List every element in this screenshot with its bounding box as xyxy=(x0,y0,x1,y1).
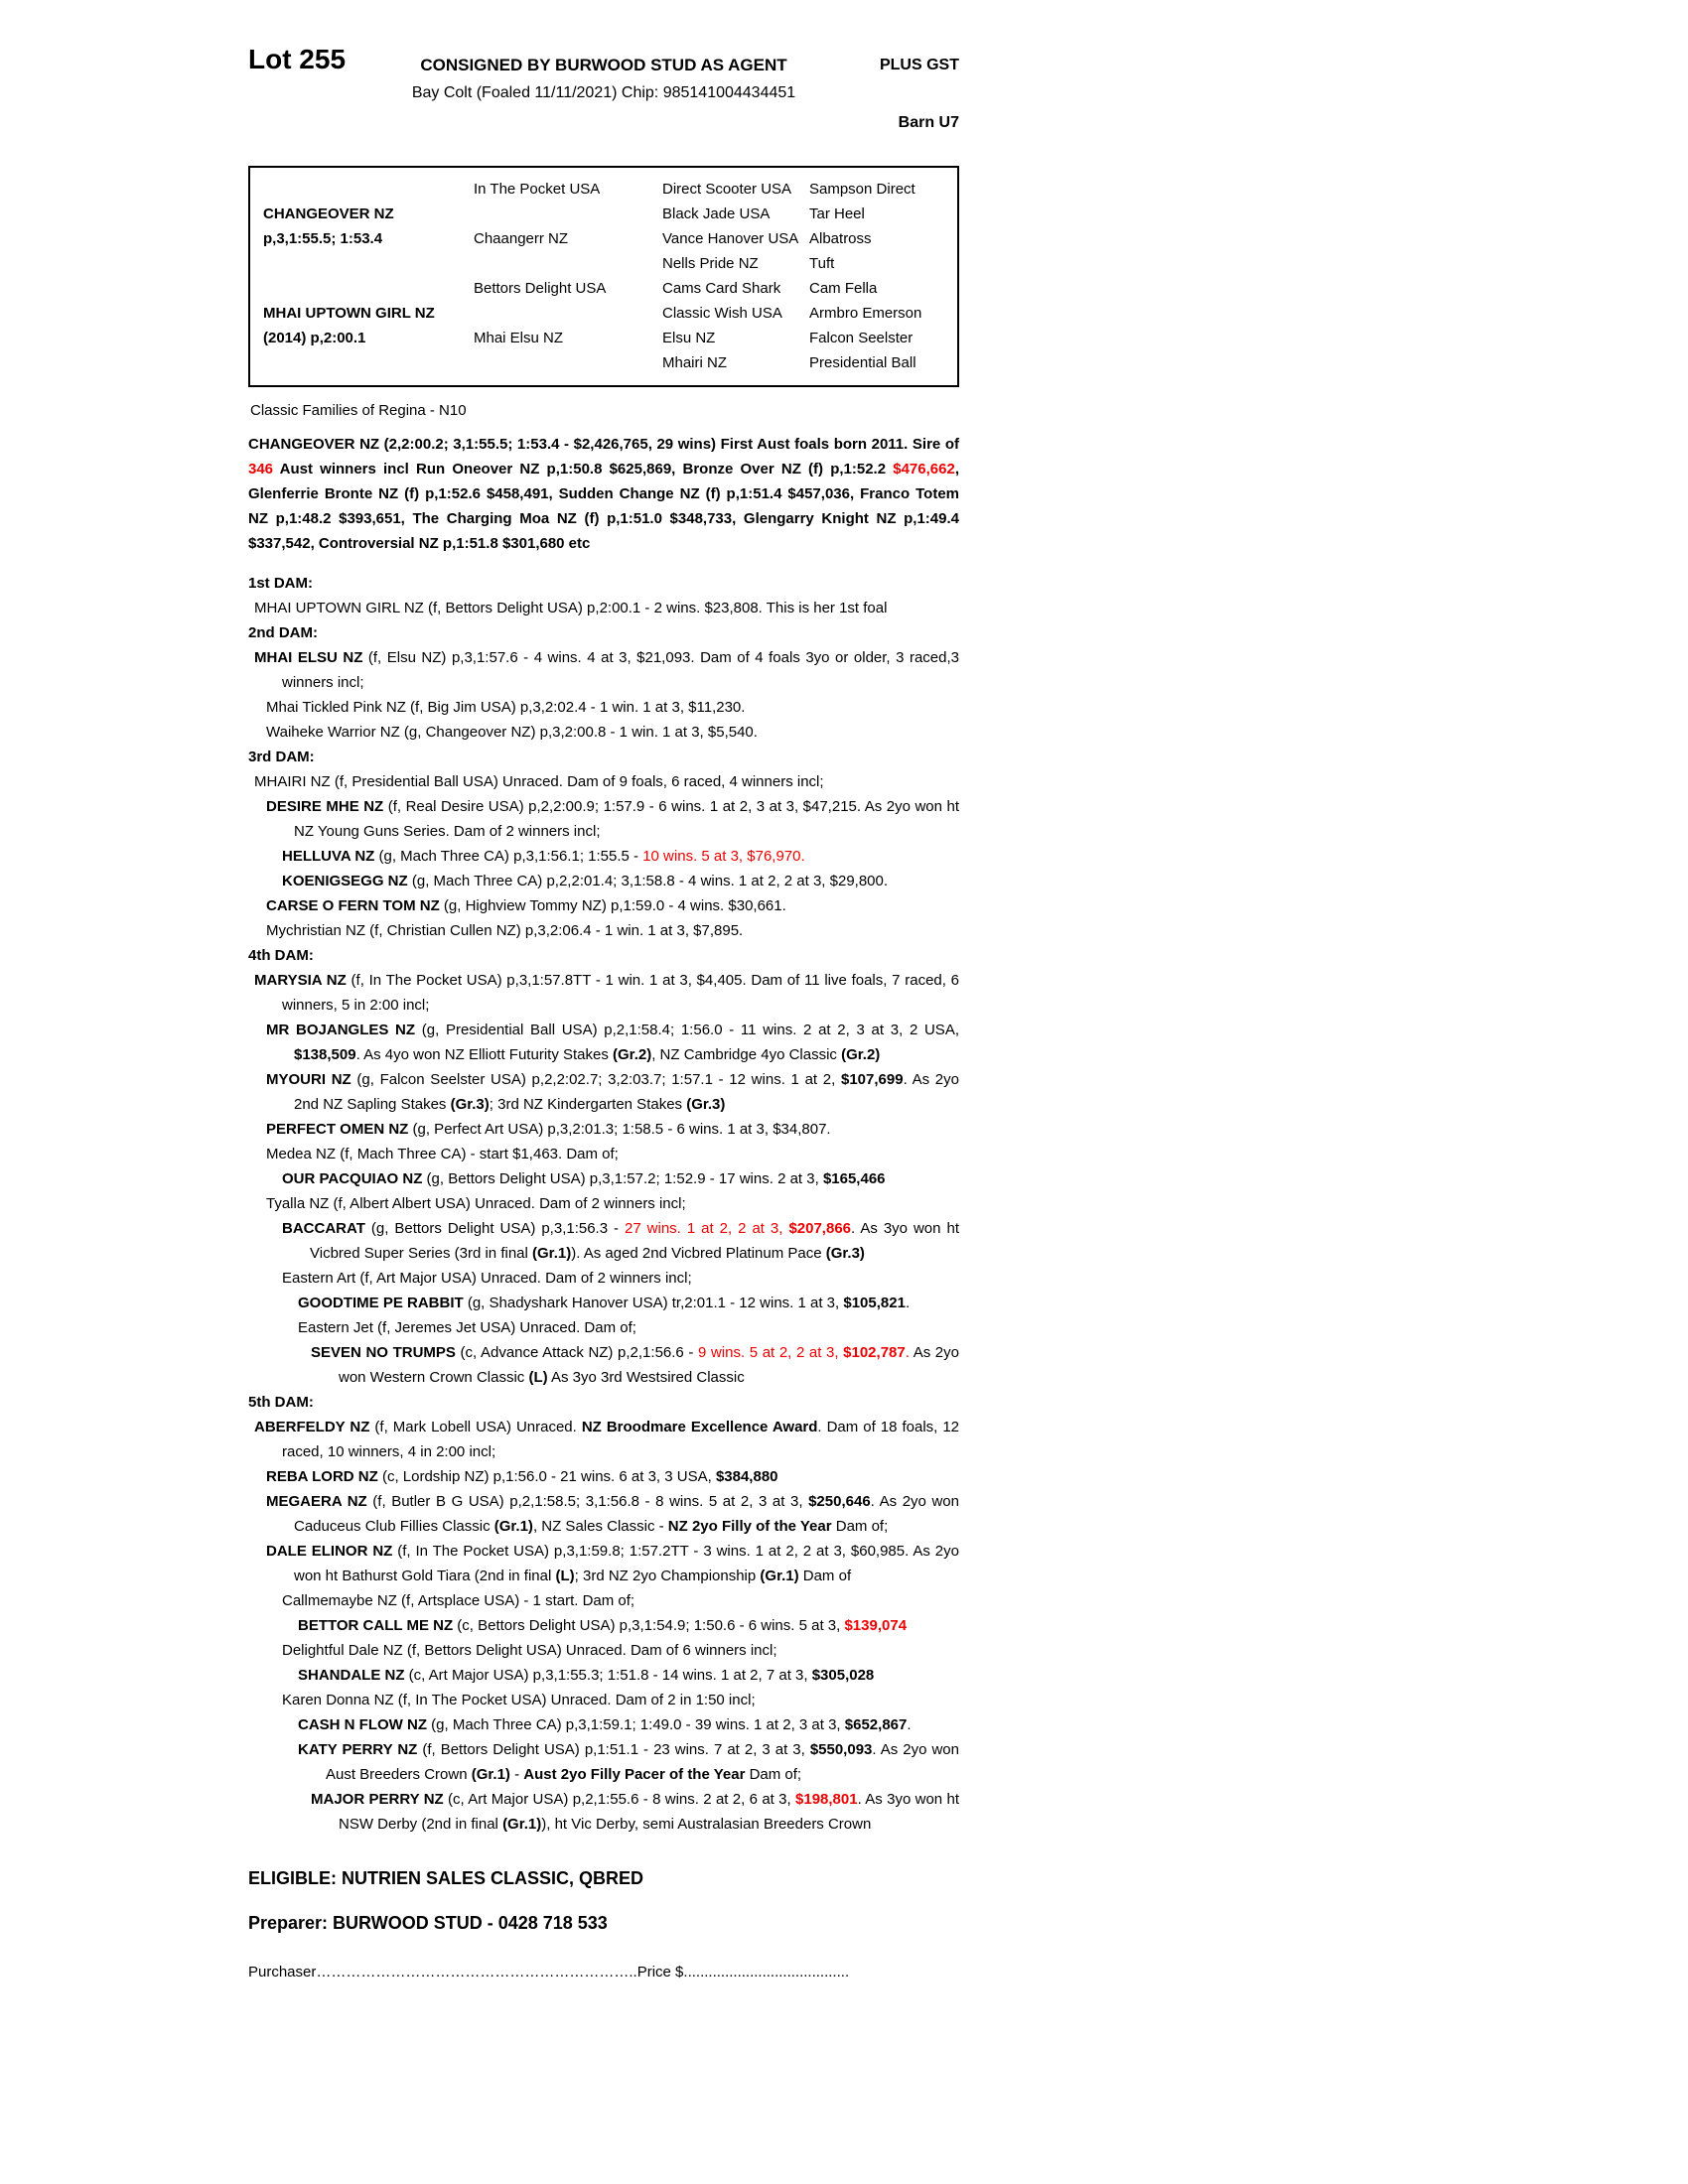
pedigree-entry: MYOURI NZ (g, Falcon Seelster USA) p,2,2… xyxy=(266,1071,959,1113)
pedigree-entry: KOENIGSEGG NZ (g, Mach Three CA) p,2,2:0… xyxy=(282,873,889,889)
pedigree-cell: Classic Wish USA xyxy=(662,305,782,322)
pedigree-entry: PERFECT OMEN NZ (g, Perfect Art USA) p,3… xyxy=(266,1121,831,1138)
dam-heading: 4th DAM: xyxy=(248,947,314,964)
pedigree-entry: MR BOJANGLES NZ (g, Presidential Ball US… xyxy=(266,1022,959,1063)
pedigree-cell: Nells Pride NZ xyxy=(662,255,759,272)
pedigree-cell: Bettors Delight USA xyxy=(474,280,607,297)
page-header: Lot 255 CONSIGNED BY BURWOOD STUD AS AGE… xyxy=(248,45,959,166)
pedigree-cell: MHAI UPTOWN GIRL NZ xyxy=(263,305,435,322)
pedigree-entry: Eastern Art (f, Art Major USA) Unraced. … xyxy=(282,1270,692,1287)
dam-heading: 5th DAM: xyxy=(248,1394,314,1411)
pedigree-entry: Callmemaybe NZ (f, Artsplace USA) - 1 st… xyxy=(282,1592,635,1609)
pedigree-entry: Waiheke Warrior NZ (g, Changeover NZ) p,… xyxy=(266,724,758,741)
eligibility-line: ELIGIBLE: NUTRIEN SALES CLASSIC, QBRED xyxy=(248,1868,644,1888)
pedigree-entry: REBA LORD NZ (c, Lordship NZ) p,1:56.0 -… xyxy=(266,1468,778,1485)
purchaser-dotted-line: ……………………………………………………….. xyxy=(316,1964,637,1980)
pedigree-entry: OUR PACQUIAO NZ (g, Bettors Delight USA)… xyxy=(282,1170,886,1187)
pedigree-cell: Sampson Direct xyxy=(809,181,915,198)
pedigree-entry: BACCARAT (g, Bettors Delight USA) p,3,1:… xyxy=(282,1220,959,1262)
pedigree-entry: MHAIRI NZ (f, Presidential Ball USA) Unr… xyxy=(254,773,824,790)
pedigree-entry: HELLUVA NZ (g, Mach Three CA) p,3,1:56.1… xyxy=(282,848,805,865)
pedigree-cell: Cam Fella xyxy=(809,280,878,297)
pedigree-cell: Chaangerr NZ xyxy=(474,230,569,247)
preparer-line: Preparer: BURWOOD STUD - 0428 718 533 xyxy=(248,1913,608,1933)
pedigree-cell: Mhai Elsu NZ xyxy=(474,330,564,346)
pedigree-entry: KATY PERRY NZ (f, Bettors Delight USA) p… xyxy=(298,1741,959,1783)
pedigree-cell: Direct Scooter USA xyxy=(662,181,792,198)
foal-description: Bay Colt (Foaled 11/11/2021) Chip: 98514… xyxy=(411,84,796,101)
pedigree-entry: ABERFELDY NZ (f, Mark Lobell USA) Unrace… xyxy=(254,1419,960,1460)
pedigree-entry: DALE ELINOR NZ (f, In The Pocket USA) p,… xyxy=(266,1543,959,1584)
purchaser-line: Purchaser………………………………………………………..Price $.… xyxy=(248,1960,959,1984)
pedigree-cell: Tar Heel xyxy=(809,205,865,222)
pedigree-cell: Presidential Ball xyxy=(809,354,916,371)
pedigree-entry: Medea NZ (f, Mach Three CA) - start $1,4… xyxy=(266,1146,619,1162)
pedigree-entry: GOODTIME PE RABBIT (g, Shadyshark Hanove… xyxy=(298,1295,911,1311)
pedigree-entry: CASH N FLOW NZ (g, Mach Three CA) p,3,1:… xyxy=(298,1716,912,1733)
pedigree-cell: Mhairi NZ xyxy=(662,354,728,371)
pedigree-cell: Cams Card Shark xyxy=(662,280,781,297)
pedigree-cell: Elsu NZ xyxy=(662,330,716,346)
pedigree-entry: Mhai Tickled Pink NZ (f, Big Jim USA) p,… xyxy=(266,699,746,716)
pedigree-entry: Tyalla NZ (f, Albert Albert USA) Unraced… xyxy=(266,1195,686,1212)
pedigree-table: CHANGEOVER NZ p,3,1:55.5; 1:53.4 MHAI UPTO… xyxy=(248,166,959,387)
price-dotted-line: ........................................ xyxy=(683,1964,850,1980)
page-content: Lot 255 CONSIGNED BY BURWOOD STUD AS AGE… xyxy=(248,45,959,1984)
pedigree-cell: (2014) p,2:00.1 xyxy=(263,330,366,346)
pedigree-cell: p,3,1:55.5; 1:53.4 xyxy=(263,230,383,247)
sire-summary: CHANGEOVER NZ (2,2:00.2; 3,1:55.5; 1:53.… xyxy=(248,436,959,552)
barn-number: Barn U7 xyxy=(898,114,959,131)
pedigree-entry: Mychristian NZ (f, Christian Cullen NZ) … xyxy=(266,922,744,939)
price-label: Price $ xyxy=(636,1964,684,1980)
pedigree-cell: Falcon Seelster xyxy=(809,330,914,346)
pedigree-cell: CHANGEOVER NZ xyxy=(263,205,394,222)
pedigree-cell: Black Jade USA xyxy=(662,205,771,222)
pedigree-entry: Delightful Dale NZ (f, Bettors Delight U… xyxy=(282,1642,777,1659)
dam-heading: 1st DAM: xyxy=(248,575,314,592)
pedigree-cell: In The Pocket USA xyxy=(474,181,601,198)
pedigree-entry: MEGAERA NZ (f, Butler B G USA) p,2,1:58.… xyxy=(266,1493,959,1535)
pedigree-entry: Karen Donna NZ (f, In The Pocket USA) Un… xyxy=(282,1692,756,1708)
pedigree-entry: Eastern Jet (f, Jeremes Jet USA) Unraced… xyxy=(298,1319,636,1336)
pedigree-cell: Albatross xyxy=(809,230,872,247)
pedigree-entry: SHANDALE NZ (c, Art Major USA) p,3,1:55.… xyxy=(298,1667,875,1684)
pedigree-cell: Armbro Emerson xyxy=(809,305,922,322)
pedigree-entry: BETTOR CALL ME NZ (c, Bettors Delight US… xyxy=(298,1617,908,1634)
pedigree-cell: Tuft xyxy=(809,255,835,272)
lot-number: Lot 255 xyxy=(248,44,347,74)
dam-sections: 1st DAM: MHAI UPTOWN GIRL NZ (f, Bettors … xyxy=(248,571,959,1837)
pedigree-entry: DESIRE MHE NZ (f, Real Desire USA) p,2,2… xyxy=(266,798,959,840)
pedigree-entry: SEVEN NO TRUMPS (c, Advance Attack NZ) p… xyxy=(311,1344,959,1386)
gst-note: PLUS GST xyxy=(879,57,959,73)
pedigree-entry: MHAI ELSU NZ (f, Elsu NZ) p,3,1:57.6 - 4… xyxy=(254,649,959,691)
purchaser-label: Purchaser xyxy=(248,1964,317,1980)
pedigree-entry: CARSE O FERN TOM NZ (g, Highview Tommy N… xyxy=(266,897,786,914)
pedigree-entry: MARYSIA NZ (f, In The Pocket USA) p,3,1:… xyxy=(254,972,959,1014)
family-line: Classic Families of Regina - N10 xyxy=(250,402,467,419)
pedigree-cell: Vance Hanover USA xyxy=(662,230,799,247)
dam-heading: 3rd DAM: xyxy=(248,749,315,765)
pedigree-entry: MAJOR PERRY NZ (c, Art Major USA) p,2,1:… xyxy=(311,1791,959,1833)
pedigree-entry: MHAI UPTOWN GIRL NZ (f, Bettors Delight … xyxy=(254,600,888,616)
consignor-line: CONSIGNED BY BURWOOD STUD AS AGENT xyxy=(420,56,787,74)
dam-heading: 2nd DAM: xyxy=(248,624,318,641)
